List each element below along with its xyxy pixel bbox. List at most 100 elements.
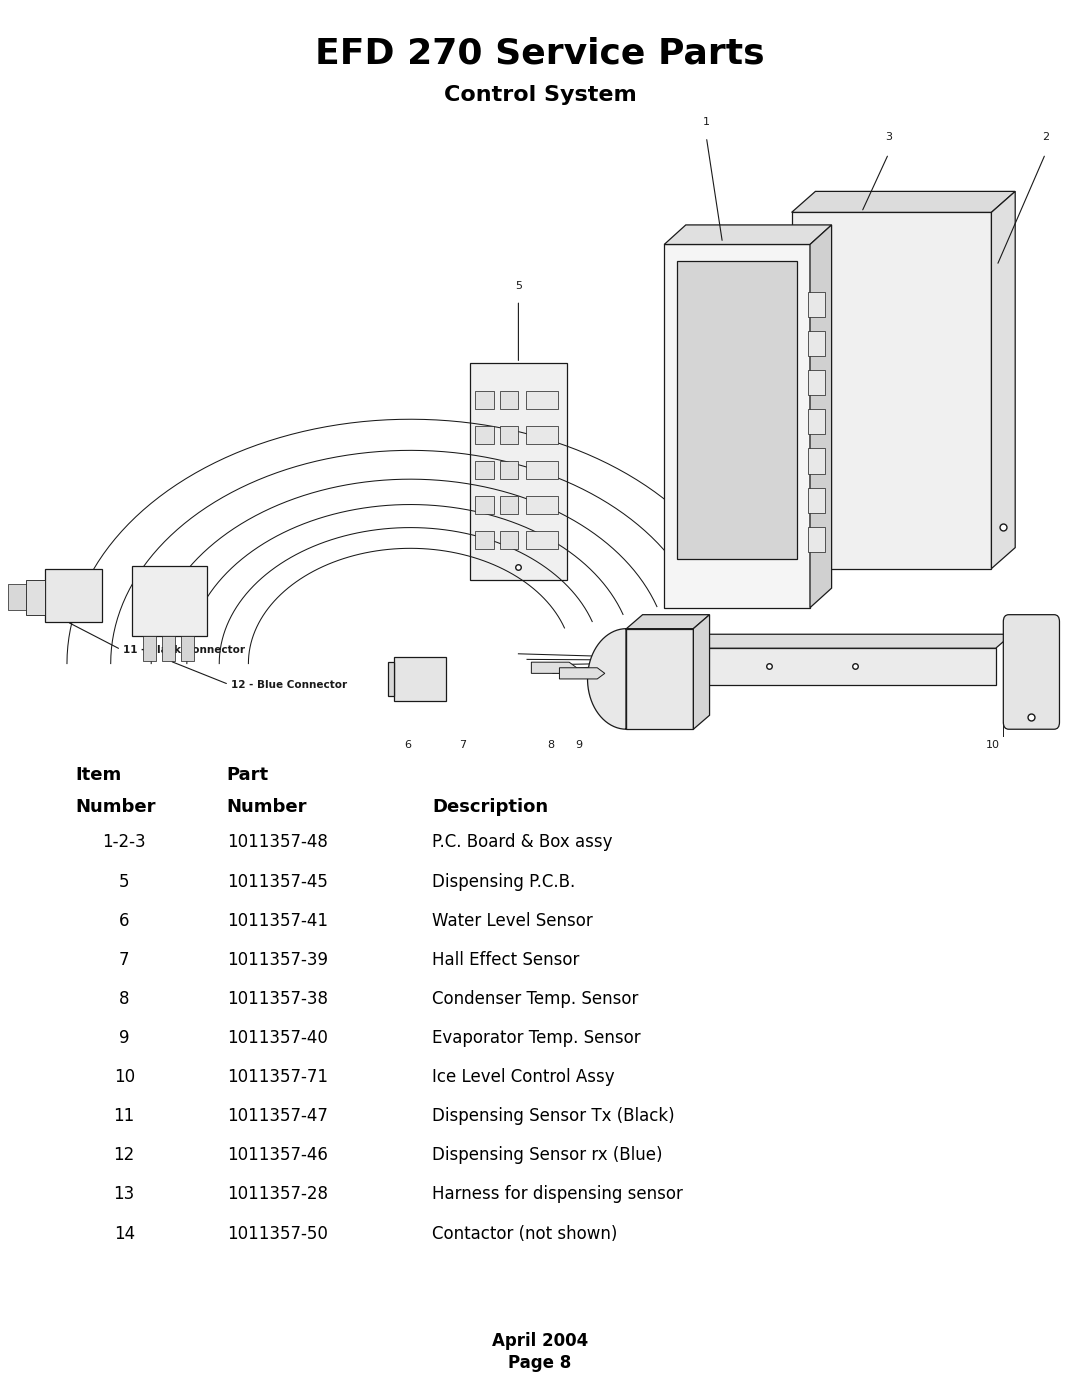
Text: 6: 6 [405,740,411,750]
Text: 6: 6 [119,912,130,929]
Text: 14: 14 [113,1225,135,1242]
Text: Item: Item [76,767,122,784]
Polygon shape [626,615,710,629]
Text: 1011357-40: 1011357-40 [227,1030,327,1046]
Text: 9: 9 [576,740,582,750]
Text: 8: 8 [548,740,554,750]
Text: Contactor (not shown): Contactor (not shown) [432,1225,618,1242]
Text: April 2004: April 2004 [491,1333,589,1350]
Text: Harness for dispensing sensor: Harness for dispensing sensor [432,1186,683,1203]
FancyBboxPatch shape [808,527,825,552]
Polygon shape [181,636,194,661]
Text: 1011357-45: 1011357-45 [227,873,327,890]
Polygon shape [162,636,175,661]
Text: P.C. Board & Box assy: P.C. Board & Box assy [432,834,612,851]
Text: EFD 270 Service Parts: EFD 270 Service Parts [315,36,765,70]
Polygon shape [26,580,45,615]
Polygon shape [664,225,832,244]
Text: 12: 12 [113,1147,135,1164]
Text: Condenser Temp. Sensor: Condenser Temp. Sensor [432,990,638,1007]
Polygon shape [588,629,626,729]
FancyBboxPatch shape [526,531,558,549]
Text: 1011357-47: 1011357-47 [227,1108,327,1125]
Text: 11: 11 [113,1108,135,1125]
Text: 7: 7 [119,951,130,968]
Polygon shape [132,566,207,636]
FancyBboxPatch shape [500,461,518,479]
Polygon shape [45,569,102,622]
FancyBboxPatch shape [475,461,494,479]
Text: Number: Number [76,799,157,816]
FancyBboxPatch shape [808,292,825,317]
Text: 1011357-50: 1011357-50 [227,1225,327,1242]
Text: 5: 5 [515,281,522,291]
FancyBboxPatch shape [475,496,494,514]
Polygon shape [693,648,996,685]
FancyBboxPatch shape [808,370,825,395]
FancyBboxPatch shape [526,496,558,514]
Polygon shape [810,225,832,608]
Text: 1011357-46: 1011357-46 [227,1147,327,1164]
Text: Water Level Sensor: Water Level Sensor [432,912,593,929]
Polygon shape [693,634,1012,648]
Text: Dispensing Sensor Tx (Black): Dispensing Sensor Tx (Black) [432,1108,675,1125]
FancyBboxPatch shape [808,448,825,474]
FancyBboxPatch shape [808,331,825,356]
Text: Page 8: Page 8 [509,1355,571,1372]
Text: 3: 3 [886,133,892,142]
FancyBboxPatch shape [526,391,558,409]
Text: Ice Level Control Assy: Ice Level Control Assy [432,1069,615,1085]
FancyBboxPatch shape [808,488,825,513]
Polygon shape [8,584,26,610]
Polygon shape [559,668,605,679]
Polygon shape [388,662,394,696]
Text: 10: 10 [986,740,999,750]
FancyBboxPatch shape [1003,615,1059,729]
FancyBboxPatch shape [808,409,825,434]
Text: 13: 13 [113,1186,135,1203]
Text: 1011357-71: 1011357-71 [227,1069,328,1085]
Text: 8: 8 [119,990,130,1007]
Text: Evaporator Temp. Sensor: Evaporator Temp. Sensor [432,1030,640,1046]
Text: Dispensing P.C.B.: Dispensing P.C.B. [432,873,576,890]
Text: Number: Number [227,799,308,816]
Text: 9: 9 [119,1030,130,1046]
Polygon shape [394,657,446,701]
Polygon shape [470,363,567,580]
Text: 7: 7 [459,740,465,750]
FancyBboxPatch shape [500,391,518,409]
FancyBboxPatch shape [526,426,558,444]
Text: Control System: Control System [444,85,636,105]
Polygon shape [626,629,693,729]
Text: Dispensing Sensor rx (Blue): Dispensing Sensor rx (Blue) [432,1147,662,1164]
Text: Hall Effect Sensor: Hall Effect Sensor [432,951,579,968]
Text: 2: 2 [1042,133,1049,142]
Text: 10: 10 [113,1069,135,1085]
FancyBboxPatch shape [475,531,494,549]
FancyBboxPatch shape [475,426,494,444]
FancyBboxPatch shape [475,391,494,409]
Polygon shape [143,636,156,661]
FancyBboxPatch shape [500,496,518,514]
Text: 1011357-41: 1011357-41 [227,912,328,929]
Polygon shape [664,244,810,608]
Text: Part: Part [227,767,269,784]
Text: 1: 1 [703,117,710,127]
Polygon shape [677,261,797,559]
Polygon shape [991,191,1015,569]
Text: 5: 5 [119,873,130,890]
FancyBboxPatch shape [500,426,518,444]
Text: 12 - Blue Connector: 12 - Blue Connector [231,679,348,690]
Polygon shape [792,212,991,569]
Text: 1011357-38: 1011357-38 [227,990,328,1007]
FancyBboxPatch shape [500,531,518,549]
Text: 1011357-48: 1011357-48 [227,834,327,851]
Text: 1-2-3: 1-2-3 [103,834,146,851]
Text: 1011357-28: 1011357-28 [227,1186,328,1203]
Polygon shape [693,615,710,729]
FancyBboxPatch shape [526,461,558,479]
Polygon shape [531,662,577,673]
Text: Description: Description [432,799,549,816]
Polygon shape [792,191,1015,212]
Text: 11 - Black Connector: 11 - Black Connector [123,644,245,655]
